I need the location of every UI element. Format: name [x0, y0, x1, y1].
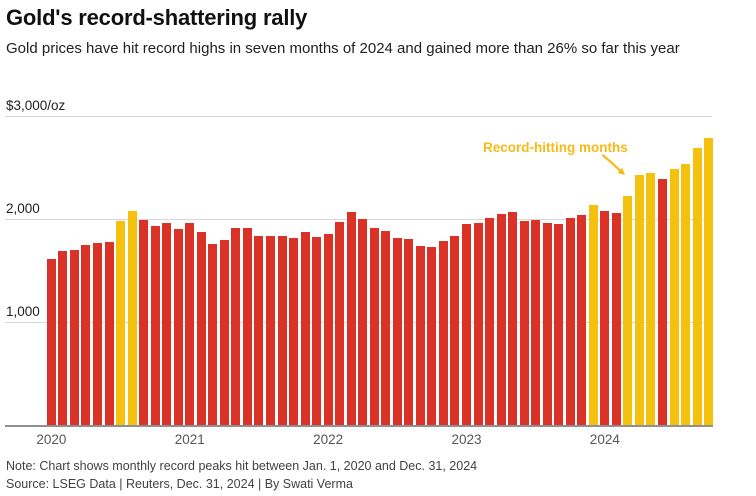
bar-2023-07	[531, 220, 541, 425]
bar-2021-02	[196, 232, 206, 425]
bar-2022-03	[346, 211, 356, 425]
bar-2020-12	[173, 228, 183, 425]
bar-2020-04	[81, 245, 91, 425]
bar-2023-06	[519, 220, 529, 425]
bar-2022-01	[323, 234, 333, 425]
bar-2021-05	[231, 228, 241, 425]
bar-2024-10-record	[704, 137, 714, 425]
bar-2021-12	[312, 236, 322, 425]
x-axis-year-label-2022: 2022	[313, 432, 344, 447]
bar-2024-05-record	[646, 172, 656, 425]
y-axis-tick-label-2000: 2,000	[6, 201, 40, 216]
y-axis-tick-label-3000: $3,000/oz	[6, 98, 66, 113]
bar-2021-11	[300, 231, 310, 425]
bar-2020-07-record	[116, 220, 126, 425]
bar-2020-08-record	[127, 211, 137, 425]
bar-2022-07	[392, 238, 402, 425]
bar-2022-02	[335, 221, 345, 425]
bar-2023-02	[473, 223, 483, 425]
bar-2022-04	[358, 219, 368, 425]
bar-2021-09	[277, 236, 287, 425]
bar-2024-01	[600, 210, 610, 425]
bar-2021-03	[208, 244, 218, 425]
x-axis-baseline	[5, 425, 713, 427]
bar-2022-11	[438, 241, 448, 425]
bar-2024-06	[657, 179, 667, 425]
y-axis-tick-label-1000: 1,000	[6, 304, 40, 319]
bar-2022-10	[427, 246, 437, 425]
bar-2023-05	[508, 212, 518, 425]
bar-2024-03-record	[623, 196, 633, 425]
bar-2022-12	[450, 236, 460, 425]
page-title: Gold's record-shattering rally	[6, 5, 308, 30]
bar-2024-04-record	[634, 174, 644, 425]
bar-2020-05	[93, 243, 103, 425]
bar-2020-03	[69, 249, 79, 425]
bar-2023-11	[577, 214, 587, 425]
bar-2024-07-record	[669, 169, 679, 425]
bar-2021-10	[289, 238, 299, 425]
bar-2022-08	[404, 238, 414, 425]
record-months-annotation-label: Record-hitting months	[483, 140, 628, 155]
bar-2020-11	[162, 222, 172, 425]
bar-2023-04	[496, 214, 506, 425]
bar-2023-12-record	[588, 205, 598, 425]
bar-2021-08	[265, 236, 275, 425]
gridline-3000	[5, 116, 712, 117]
bar-2020-09	[139, 219, 149, 425]
bar-2021-07	[254, 236, 264, 425]
bar-2021-01	[185, 223, 195, 425]
bar-2022-06	[381, 231, 391, 425]
bar-2022-05	[369, 228, 379, 425]
bar-2024-08-record	[681, 164, 691, 425]
bar-2023-09	[554, 224, 564, 425]
bar-2020-06	[104, 241, 114, 425]
bar-2021-04	[219, 239, 229, 425]
bar-2023-10	[565, 218, 575, 425]
bar-2024-02	[611, 212, 621, 425]
footer-note: Note: Chart shows monthly record peaks h…	[6, 459, 478, 473]
x-axis-year-label-2020: 2020	[36, 432, 67, 447]
bar-2022-09	[415, 246, 425, 425]
bar-2023-01	[461, 224, 471, 425]
bar-2023-08	[542, 223, 552, 425]
bar-2024-09-record	[692, 148, 702, 425]
bar-2020-10	[150, 226, 160, 425]
x-axis-year-label-2024: 2024	[589, 432, 620, 447]
x-axis-year-label-2021: 2021	[174, 432, 205, 447]
x-axis-year-label-2023: 2023	[451, 432, 482, 447]
footer-source: Source: LSEG Data | Reuters, Dec. 31, 20…	[6, 477, 353, 491]
annotation-arrow-icon	[601, 154, 625, 175]
chart-subtitle: Gold prices have hit record highs in sev…	[6, 40, 680, 57]
bar-2023-03	[485, 217, 495, 425]
bar-2020-02	[58, 251, 68, 425]
bar-2020-01	[46, 259, 56, 425]
bar-2021-06	[242, 227, 252, 425]
